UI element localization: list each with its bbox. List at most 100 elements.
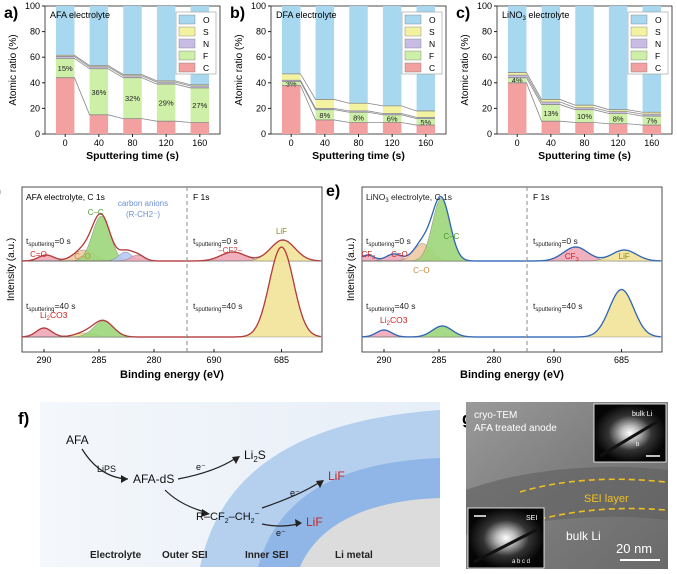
bar-O-120 — [382, 6, 402, 106]
legend-swatch-N — [404, 38, 422, 49]
panel-label: c) — [456, 5, 470, 22]
bar-F-160 — [190, 87, 210, 123]
xps-panel-d: d) Intensity (a.u.) Binding energy (eV) 290… — [0, 183, 323, 381]
panel-f-label: f) — [18, 409, 29, 428]
zone-inner-sei: Inner SEI — [245, 550, 289, 561]
legend-label-C: C — [203, 63, 209, 73]
scale-text: 20 nm — [616, 541, 652, 556]
bar-panels: a) Atomic ratio (%) 15% 0 36% 40 32% 80 29% 120 27… — [4, 1, 673, 162]
legend-swatch-N — [630, 38, 648, 49]
y-tick-label: 20 — [30, 103, 40, 113]
peak-cc: C–C — [88, 208, 104, 217]
connector-F — [281, 81, 436, 120]
x-tick-label: 690 — [206, 355, 221, 365]
x-axis-label: Sputtering time (s) — [86, 150, 179, 162]
legend-label-N: N — [203, 39, 209, 49]
bar-N-0 — [55, 56, 75, 59]
x-tick-label: 80 — [127, 138, 137, 148]
y-axis-label: Atomic ratio (%) — [8, 34, 19, 105]
bar-C-120 — [156, 121, 176, 134]
bar-panel-b: b) Atomic ratio (%) 3% 0 8% 40 8% 80 6% 120 5% 160 0… — [230, 1, 447, 162]
y-tick-label: 0 — [261, 129, 266, 139]
x-tick-label: 685 — [274, 355, 289, 365]
legend-swatch-O — [630, 14, 648, 25]
arrow-to-li2s — [177, 457, 237, 480]
y-axis-label: Atomic ratio (%) — [460, 34, 471, 105]
b-mark: b — [636, 442, 640, 448]
x-tick-label: 80 — [579, 138, 589, 148]
peak-co-single: C–O — [413, 266, 429, 275]
xps-panels: d) Intensity (a.u.) Binding energy (eV) 290… — [0, 183, 663, 381]
peak-lif: LiF — [276, 227, 287, 236]
zone-electrolyte: Electrolyte — [90, 550, 142, 561]
legend-swatch-C — [404, 62, 422, 73]
peak-co-double: C=O — [391, 250, 408, 259]
f-value-label: 15% — [58, 64, 73, 73]
bar-S-0 — [281, 73, 301, 81]
bar-N-40 — [315, 108, 335, 110]
bar-N-80 — [575, 107, 594, 110]
x-tick-label: 40 — [546, 138, 556, 148]
bar-C-40 — [315, 119, 335, 134]
f-value-label: 5% — [420, 118, 431, 127]
x-tick-label: 0 — [289, 138, 294, 148]
panel-label: a) — [4, 5, 18, 22]
y-tick-label: 80 — [482, 27, 492, 37]
afa-anode-text: AFA treated anode — [474, 423, 557, 434]
bar-O-120 — [608, 6, 628, 110]
panel-title-text: AFA electrolyte — [50, 10, 110, 20]
x-tick-label: 0 — [63, 138, 68, 148]
y-tick-label: 0 — [487, 129, 492, 139]
bar-O-40 — [89, 6, 109, 66]
f1s-title: F 1s — [193, 192, 210, 202]
f1s-0s-fit — [527, 246, 661, 262]
bar-S-120 — [608, 109, 628, 112]
legend-swatch-S — [630, 26, 648, 37]
bar-F-0 — [281, 81, 301, 86]
bar-F-80 — [575, 109, 594, 123]
bar-O-0 — [507, 6, 527, 73]
bar-C-40 — [541, 121, 561, 134]
bar-F-120 — [156, 84, 176, 122]
bar-S-120 — [156, 80, 176, 83]
y-tick-label: 100 — [251, 1, 266, 11]
legend-label-O: O — [203, 15, 210, 25]
bar-S-120 — [382, 105, 402, 114]
connector-F — [507, 77, 662, 117]
bar-C-80 — [123, 118, 142, 134]
bar-C-40 — [89, 114, 109, 134]
f-value-label: 8% — [613, 115, 624, 124]
bar-O-80 — [123, 6, 142, 75]
arrow-to-rcf — [164, 489, 206, 513]
connector-S — [281, 73, 436, 112]
x-tick-label: 40 — [320, 138, 330, 148]
legend-swatch-O — [178, 14, 196, 25]
li-metal-zone — [300, 498, 440, 567]
legend-swatch-F — [630, 50, 648, 61]
bar-C-120 — [608, 123, 628, 134]
f-value-label: 3% — [286, 79, 297, 88]
bar-C-160 — [190, 122, 210, 134]
x-tick-label: 160 — [418, 138, 433, 148]
sei-inset-text: SEI — [526, 515, 537, 522]
panel-g: g) cryo-TEM AFA treated anode bulk Li b … — [462, 402, 668, 569]
peak-cf2: –CF2– — [218, 246, 243, 255]
y-tick-label: 20 — [256, 103, 266, 113]
c1s-0s-fit — [361, 195, 526, 262]
x-tick-label: 80 — [353, 138, 363, 148]
arrowhead — [295, 519, 302, 527]
rcf-text: R–CF2–CH2− — [196, 509, 260, 525]
panel-label: b) — [230, 5, 245, 22]
bar-O-0 — [55, 6, 75, 56]
legend-swatch-S — [404, 26, 422, 37]
lips-text: LiPS — [97, 464, 116, 474]
xps-panel-e: e) Intensity (a.u.) Binding energy (eV) 290… — [326, 183, 663, 381]
legend-swatch-N — [178, 38, 196, 49]
c1s-40s-fit — [361, 325, 526, 338]
arrow-to-lif2 — [261, 523, 299, 527]
e-minus-3: e⁻ — [276, 528, 286, 538]
e-minus-2: e⁻ — [290, 488, 300, 498]
x-tick-label: 290 — [376, 355, 391, 365]
legend-label-S: S — [655, 27, 661, 37]
